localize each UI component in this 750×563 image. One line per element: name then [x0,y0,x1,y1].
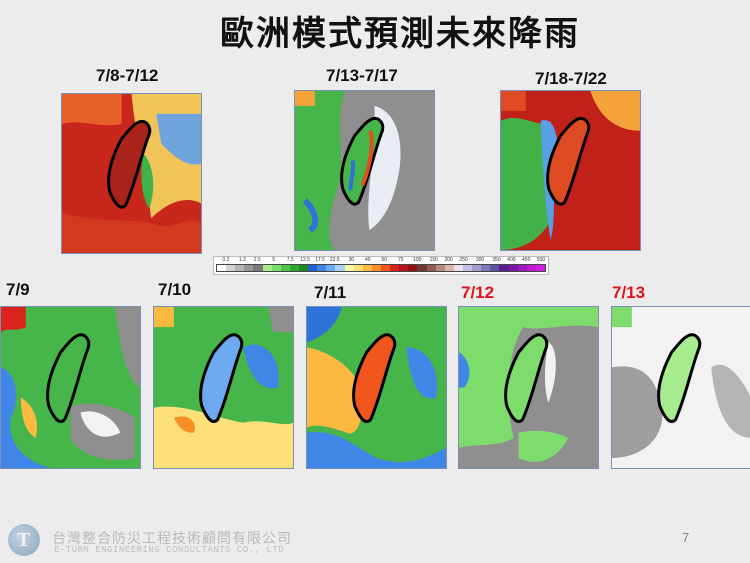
legend-swatch [490,265,500,271]
legend-tick: 100 [413,257,422,263]
legend-tick: 17.5 [315,257,325,263]
legend-swatch [298,265,309,271]
slide-title: 歐洲模式預測未來降雨 [220,14,580,54]
rainfall-map-7-9 [0,306,141,469]
logo-glyph: T [17,529,31,551]
legend-swatch [353,265,363,271]
legend-tick: 200 [444,257,453,263]
day-label-7-13: 7/13 [612,283,646,302]
legend-tick: 350 [492,257,501,263]
day-label-7-9: 7/9 [6,280,30,299]
rainfall-map-7-12 [458,306,599,469]
company-name-english: E-TURN ENGINEERING CONSULTANTS CO., LTD [54,545,285,555]
legend-swatch [217,265,227,271]
legend-tick: 1.2 [238,257,246,263]
legend-tick: 12.5 [300,257,310,263]
legend-swatch [517,265,527,271]
legend-swatch [526,265,536,271]
legend-swatch [335,265,345,271]
legend-swatch [481,265,491,271]
legend-color-bar [216,264,546,272]
legend-swatch [390,265,400,271]
rainfall-map-7-18-7-22 [500,90,641,251]
rainfall-map-7-11 [306,306,447,469]
legend-swatch [317,265,327,271]
legend-swatch [362,265,372,271]
legend-swatch [499,265,509,271]
legend-tick: 7.5 [286,257,294,263]
legend-swatch [444,265,454,271]
period-label-7-18-7-22: 7/18-7/22 [535,69,607,88]
legend-swatch [271,265,281,271]
legend-swatch [253,265,263,271]
rainfall-color-legend: 0.2 1.2 2.5 5 7.5 12.5 17.5 22.5 30 40 5… [213,256,549,275]
legend-swatch [344,265,354,271]
legend-swatch [380,265,391,271]
legend-swatch [308,265,318,271]
legend-tick: 500 [536,257,546,263]
legend-tick-labels: 0.2 1.2 2.5 5 7.5 12.5 17.5 22.5 30 40 5… [216,257,546,264]
day-label-7-12: 7/12 [461,283,495,302]
rainfall-map-7-10 [153,306,294,469]
day-label-7-11: 7/11 [314,283,347,302]
legend-swatch [226,265,236,271]
page-number: 7 [682,530,690,545]
legend-swatch [408,265,418,271]
legend-swatch [289,265,299,271]
legend-tick: 22.5 [329,257,340,263]
legend-tick: 250 [459,257,468,263]
rainfall-map-7-8-7-12 [61,93,202,254]
period-label-7-8-7-12: 7/8-7/12 [96,66,159,85]
legend-swatch [244,265,254,271]
legend-tick: 400 [507,257,516,263]
rainfall-map-7-13-7-17 [294,90,435,251]
legend-tick: 2.5 [253,257,261,263]
legend-swatch [235,265,245,271]
legend-swatch [326,265,336,271]
legend-swatch [417,265,427,271]
legend-swatch [472,265,482,271]
period-label-7-13-7-17: 7/13-7/17 [326,66,398,85]
legend-swatch [453,265,463,271]
legend-tick: 0.2 [222,257,230,263]
company-logo: T [8,524,40,556]
legend-swatch [280,265,290,271]
legend-tick: 5 [272,257,276,263]
legend-swatch [535,265,545,271]
legend-swatch [262,265,272,271]
company-name-chinese: 台灣整合防災工程技術顧問有限公司 [52,531,292,547]
legend-tick: 300 [475,257,485,263]
legend-tick: 150 [429,257,438,263]
legend-tick: 50 [381,257,388,263]
legend-swatch [426,265,436,271]
legend-swatch [435,265,445,271]
rainfall-map-7-13 [611,306,750,469]
legend-tick: 30 [348,257,355,263]
legend-swatch [371,265,381,271]
legend-tick: 450 [522,257,531,263]
legend-swatch [508,265,518,271]
legend-swatch [399,265,409,271]
day-label-7-10: 7/10 [158,280,192,299]
legend-swatch [462,265,473,271]
legend-tick: 40 [365,257,371,263]
legend-tick: 75 [398,257,404,263]
